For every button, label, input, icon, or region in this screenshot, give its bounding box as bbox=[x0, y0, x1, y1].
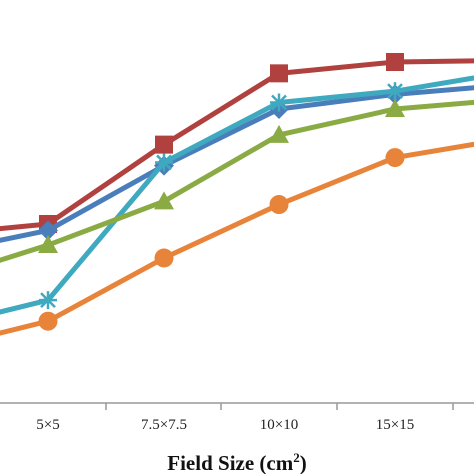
series-line bbox=[0, 141, 474, 336]
data-point-circle bbox=[385, 148, 405, 168]
x-tick-label: 15×15 bbox=[376, 417, 414, 433]
data-point-square bbox=[386, 53, 404, 71]
series-line bbox=[0, 75, 474, 315]
series-asterisk bbox=[0, 75, 474, 315]
data-point-asterisk bbox=[39, 291, 57, 310]
data-point-asterisk bbox=[155, 153, 173, 172]
series-square bbox=[0, 53, 474, 233]
series-line bbox=[0, 85, 474, 243]
data-point-asterisk bbox=[270, 93, 288, 112]
series-layer bbox=[0, 53, 474, 336]
series-line bbox=[0, 58, 474, 232]
data-point-square bbox=[270, 64, 288, 83]
data-point-diamond bbox=[38, 220, 58, 241]
x-axis-title: Field Size (cm2) bbox=[167, 450, 306, 474]
data-point-circle bbox=[269, 195, 289, 215]
x-tick-label: 10×10 bbox=[260, 417, 298, 433]
data-point-asterisk bbox=[386, 82, 404, 101]
x-axis: 5×5 7.5×7.5 10×10 15×15 bbox=[0, 402, 474, 433]
x-tick-label: 7.5×7.5 bbox=[141, 417, 187, 433]
data-point-square bbox=[155, 135, 173, 154]
data-point-circle bbox=[154, 248, 174, 268]
data-point-triangle bbox=[269, 124, 289, 143]
data-point-triangle bbox=[385, 98, 405, 117]
data-point-circle bbox=[38, 311, 58, 331]
series-circle bbox=[0, 141, 474, 336]
x-tick-label: 5×5 bbox=[36, 417, 59, 433]
series-triangle bbox=[0, 98, 474, 263]
series-line bbox=[0, 99, 474, 263]
data-point-triangle bbox=[38, 235, 58, 254]
data-point-triangle bbox=[154, 191, 174, 210]
